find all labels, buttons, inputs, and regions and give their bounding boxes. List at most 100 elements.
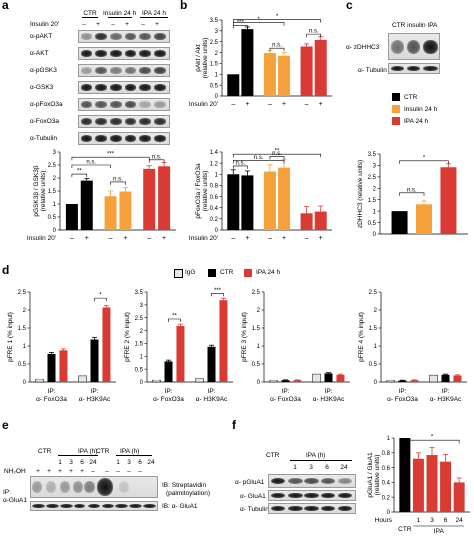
bar bbox=[314, 39, 327, 96]
x-group-label: IP: bbox=[48, 388, 56, 395]
x-tick-label: – bbox=[109, 235, 113, 242]
significance-bracket bbox=[232, 165, 248, 169]
band bbox=[95, 135, 108, 142]
blot-f-hour: 3 bbox=[309, 464, 313, 471]
bar bbox=[453, 375, 462, 382]
y-tick-label: 0 bbox=[374, 380, 378, 386]
bar bbox=[314, 211, 327, 230]
blot-c-row-label: α- Tubulin bbox=[358, 67, 387, 74]
bar bbox=[207, 346, 216, 382]
blot-a-line-ctr bbox=[82, 17, 98, 18]
y-tick-label: 2 bbox=[373, 186, 377, 192]
bar bbox=[312, 373, 321, 383]
bar bbox=[152, 379, 161, 383]
x-group-label: α- FoxO3a bbox=[36, 396, 67, 403]
band bbox=[154, 135, 166, 142]
band bbox=[139, 135, 152, 142]
y-tick-label: 0.5 bbox=[48, 215, 57, 221]
panel-label-f: f bbox=[232, 418, 236, 432]
blot-e-head: CTR bbox=[96, 448, 110, 455]
blot-e-sign: + bbox=[47, 468, 51, 475]
band bbox=[304, 492, 319, 498]
blot-e-hour: 24 bbox=[147, 459, 155, 466]
blot-a-line-insulin bbox=[108, 17, 132, 18]
y-axis-label: pFRE 2 (% input) bbox=[124, 312, 131, 362]
band bbox=[124, 67, 137, 74]
band bbox=[270, 477, 286, 485]
bar bbox=[440, 461, 452, 512]
blot-a-sign: + bbox=[125, 21, 129, 28]
bar bbox=[195, 378, 204, 383]
blot-e-nh2oh: NH₂OH bbox=[4, 468, 26, 475]
y-tick-label: 0.2 bbox=[210, 217, 219, 223]
blot-c-tubulin bbox=[388, 63, 440, 74]
blot-c-head: CTR insulin IPA bbox=[392, 22, 438, 29]
y-tick-label: 2.5 bbox=[252, 290, 261, 296]
band bbox=[83, 481, 96, 493]
bar bbox=[281, 380, 290, 382]
significance-label: *** bbox=[214, 288, 222, 294]
x-tick-label: – bbox=[231, 235, 235, 242]
x-group-label: IP: bbox=[399, 388, 407, 395]
significance-label: *** bbox=[237, 20, 245, 26]
significance-label: * bbox=[99, 293, 102, 299]
y-tick-label: 1.5 bbox=[252, 326, 261, 332]
significance-bracket bbox=[232, 153, 322, 158]
x-group-label: CTR bbox=[398, 526, 412, 533]
x-row-label: Insulin 20' bbox=[189, 235, 218, 242]
y-tick-label: 2.5 bbox=[368, 175, 377, 181]
blot-f-hour: 24 bbox=[340, 464, 348, 471]
blot-f-glua1 bbox=[268, 490, 356, 501]
y-tick-label: 1.2 bbox=[210, 161, 219, 167]
bar bbox=[143, 168, 156, 230]
y-tick-label: 0.4 bbox=[210, 206, 219, 212]
band bbox=[270, 505, 286, 511]
panel-label-e: e bbox=[2, 418, 9, 432]
blot-a-row-label: α-FoxO3a bbox=[30, 118, 60, 125]
blot-f-line bbox=[290, 460, 352, 461]
blot-e-sign: – bbox=[91, 468, 95, 475]
y-tick-label: 1.5 bbox=[135, 342, 144, 348]
blot-a-head-ipa: IPA 24 h bbox=[141, 10, 167, 17]
bar bbox=[90, 339, 99, 382]
band bbox=[110, 67, 122, 74]
y-tick-label: 2.5 bbox=[48, 163, 57, 169]
legend-swatch-ipa bbox=[244, 269, 252, 277]
bar bbox=[440, 167, 457, 234]
y-tick-label: 2 bbox=[257, 308, 261, 314]
x-tick-label: + bbox=[245, 101, 249, 108]
band bbox=[95, 118, 108, 125]
band bbox=[59, 503, 73, 509]
y-tick-label: 2 bbox=[374, 308, 378, 314]
band bbox=[59, 481, 71, 493]
band bbox=[139, 67, 152, 74]
x-tick-label: – bbox=[70, 235, 74, 242]
x-tick-label: – bbox=[147, 235, 151, 242]
y-tick-label: 0.8 bbox=[210, 184, 219, 190]
blot-a-row-label: α-pAKT bbox=[30, 33, 53, 40]
blot-e-sign: – bbox=[116, 468, 120, 475]
x-group-label: α- FoxO3a bbox=[387, 396, 418, 403]
significance-label: *** bbox=[107, 152, 115, 158]
x-group-label: α- H3K9Ac bbox=[79, 396, 111, 403]
blot-e-hour: 6 bbox=[138, 459, 142, 466]
significance-bracket bbox=[269, 47, 285, 52]
y-tick-label: 0.6 bbox=[210, 195, 219, 201]
chart-pfoxo3a-foxo3a: 0 0.2 0.4 0.6 0.8 1 1.2 1.4 pFoxO3a / FoxO3a (rel… bbox=[189, 149, 332, 242]
legend-swatch-ctr bbox=[392, 93, 400, 101]
bar bbox=[227, 74, 240, 96]
blot-f-row-label: α- GluA1 bbox=[240, 493, 266, 500]
x-group-label: α- FoxO3a bbox=[153, 396, 184, 403]
blot-e-ib1: IB: Streptavidin bbox=[162, 482, 207, 489]
blot-a-strip bbox=[78, 98, 170, 111]
chart-pglua1-glua1: 0 0.2 0.4 0.6 0.8 1 pGluA1 / GluA1 (relative un… bbox=[367, 435, 470, 535]
significance-label: * bbox=[423, 155, 426, 161]
x-tick-label: + bbox=[282, 101, 286, 108]
significance-bracket bbox=[148, 159, 165, 163]
blot-a-sign: – bbox=[111, 21, 115, 28]
y-axis-label-units: (relative units) bbox=[202, 171, 209, 212]
x-group-label: α- H3K9Ac bbox=[313, 396, 345, 403]
blot-a-row-label: α-Tubulin bbox=[30, 135, 57, 142]
blot-a-head-insulin: Insulin 24 h bbox=[103, 10, 137, 17]
